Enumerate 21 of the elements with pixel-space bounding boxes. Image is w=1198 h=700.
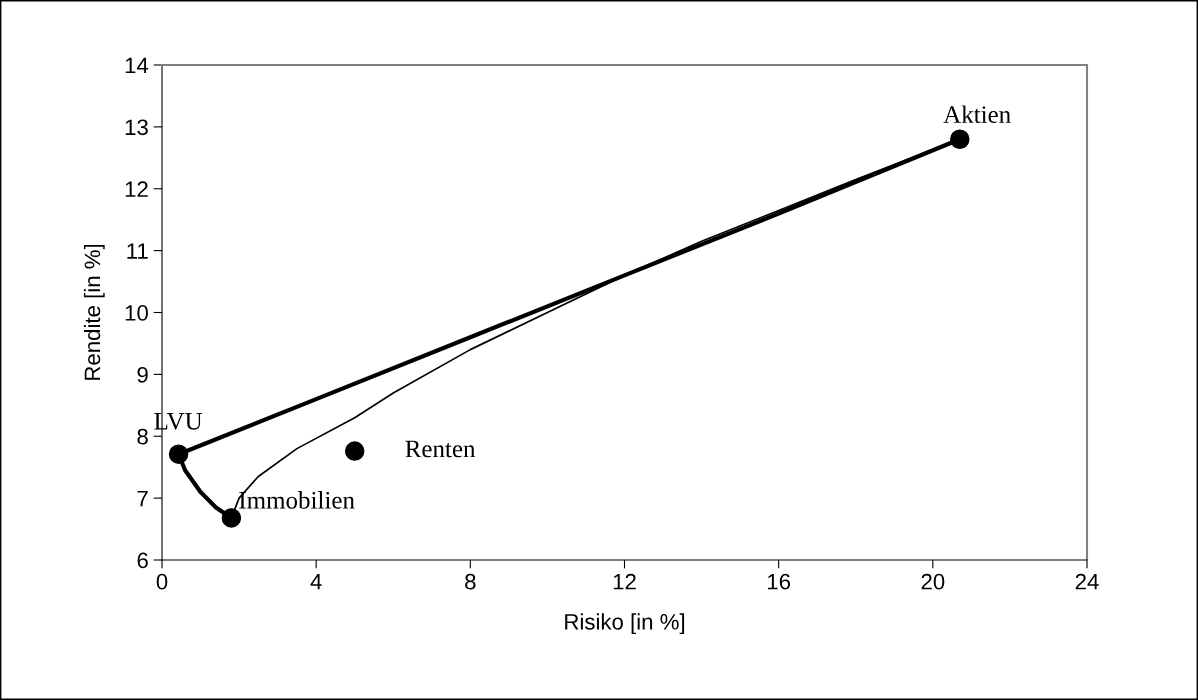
y-tick-label: 13	[125, 119, 148, 136]
y-tick-label: 7	[137, 490, 148, 507]
annotation: Immobilien	[239, 491, 355, 509]
x-tick-label: 0	[156, 573, 168, 590]
y-axis-title: Rendite [in %]	[83, 244, 105, 380]
y-tick-label: 8	[137, 428, 148, 445]
x-tick-label: 4	[310, 574, 322, 590]
x-tick-label: 24	[1075, 573, 1099, 590]
x-tick-label: 20	[921, 573, 945, 590]
y-tick-label: 14	[125, 57, 149, 74]
x-tick-label: 12	[613, 573, 636, 590]
y-tick-label: 10	[125, 305, 148, 321]
y-tick-label: 9	[137, 366, 148, 383]
y-tick-label: 11	[127, 243, 148, 259]
annotation: Renten	[405, 440, 476, 458]
annotation: Aktien	[943, 105, 1011, 124]
x-tick-label: 16	[768, 573, 791, 590]
y-tick-label: 6	[137, 552, 148, 569]
x-axis-title: Risiko [in %]	[565, 613, 685, 635]
y-tick-label: 12	[125, 181, 148, 197]
x-tick-label: 8	[465, 573, 476, 590]
